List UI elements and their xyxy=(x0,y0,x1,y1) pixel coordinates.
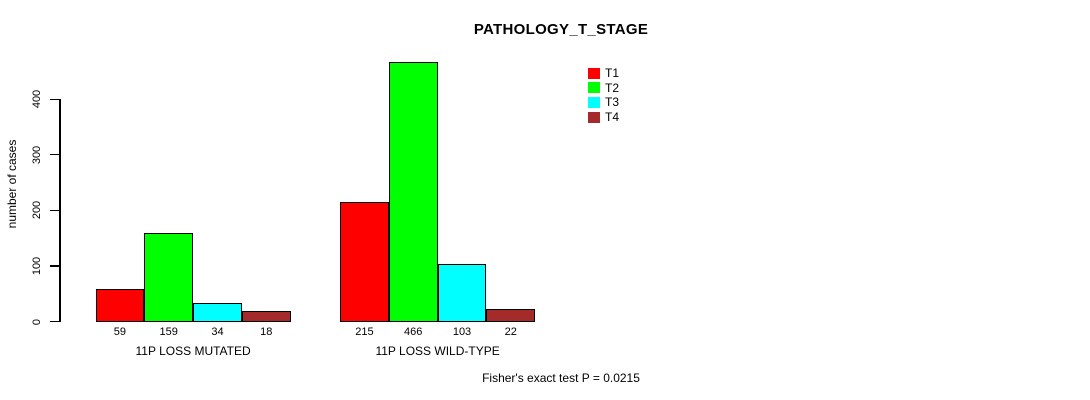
bar-value-label: 466 xyxy=(404,326,423,338)
y-tick xyxy=(50,321,60,323)
y-tick xyxy=(50,209,60,212)
legend-label: T3 xyxy=(605,95,620,110)
legend-label: T4 xyxy=(605,110,620,125)
bar-value-label: 215 xyxy=(355,326,374,338)
legend-item-t1: T1 xyxy=(588,66,619,81)
legend-label: T1 xyxy=(605,66,620,81)
bar-value-label: 18 xyxy=(260,326,273,338)
bar-t3-group2 xyxy=(437,264,487,323)
bar-value-label: 34 xyxy=(211,326,224,338)
legend-swatch-t4 xyxy=(588,111,600,123)
annotation-text: Fisher's exact test P = 0.0215 xyxy=(482,371,640,385)
y-tick xyxy=(50,265,60,267)
legend-swatch-t1 xyxy=(588,67,600,79)
y-tick-label: 0 xyxy=(31,318,43,325)
bar-t3-group1 xyxy=(193,302,242,323)
legend-swatch-t2 xyxy=(588,82,600,94)
bar-t1-group1 xyxy=(95,288,145,323)
bar-t1-group2 xyxy=(340,201,389,323)
category-label: 11P LOSS WILD-TYPE xyxy=(375,344,500,358)
y-axis-title: number of cases xyxy=(5,139,19,229)
legend-item-t2: T2 xyxy=(588,81,619,96)
bar-value-label: 59 xyxy=(113,326,127,338)
bar-t4-group1 xyxy=(241,311,291,323)
y-tick xyxy=(50,154,60,156)
y-tick-label: 100 xyxy=(31,256,43,276)
bar-value-label: 159 xyxy=(159,326,178,338)
bar-t4-group2 xyxy=(486,309,536,323)
legend-swatch-t3 xyxy=(588,96,600,108)
legend: T1 T2 T3 T4 xyxy=(588,66,619,124)
category-label: 11P LOSS MUTATED xyxy=(135,344,251,358)
legend-item-t3: T3 xyxy=(588,95,619,110)
bar-value-label: 103 xyxy=(452,326,472,338)
bar-value-label: 22 xyxy=(504,326,517,338)
y-tick xyxy=(50,98,60,100)
y-tick-label: 200 xyxy=(31,201,43,220)
legend-label: T2 xyxy=(605,80,620,95)
bar-t2-group2 xyxy=(388,62,438,323)
chart-title: PATHOLOGY_T_STAGE xyxy=(473,21,649,38)
y-tick-label: 400 xyxy=(31,89,43,109)
legend-item-t4: T4 xyxy=(588,110,619,125)
y-tick-label: 300 xyxy=(31,145,43,164)
bar-t2-group1 xyxy=(144,233,194,323)
